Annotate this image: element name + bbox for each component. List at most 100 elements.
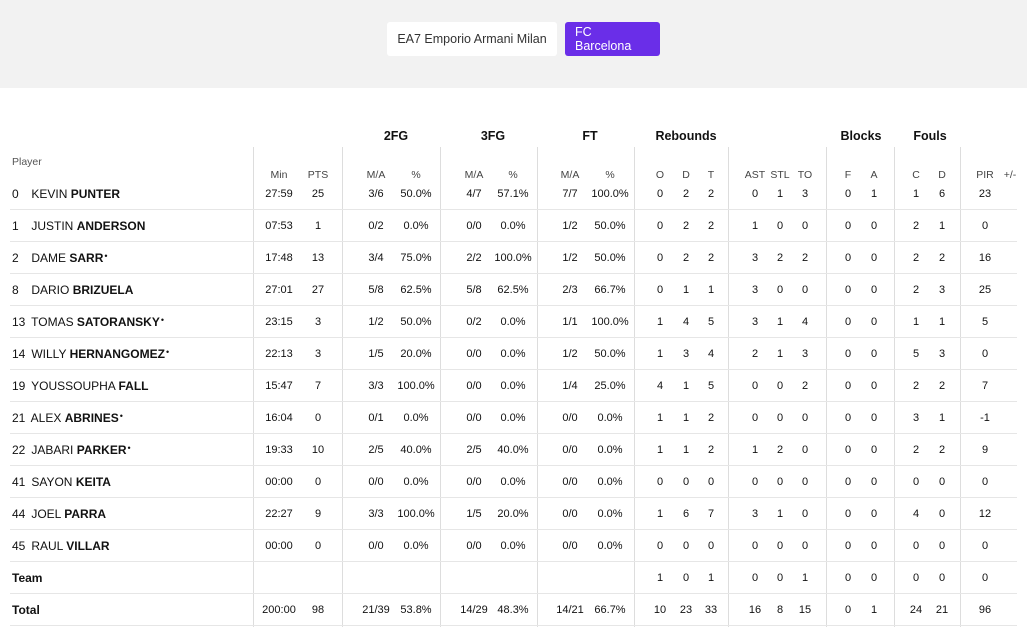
stat-fg2-pct: 62.5%	[400, 284, 432, 296]
player-row[interactable]: 19 YOUSSOUPHA FALL 15:47 7 3/3 100.0% 0/0 0.0%…	[0, 370, 1027, 402]
stat-pts: 98	[311, 604, 325, 616]
player-number: 45	[12, 539, 26, 553]
stat-blk-f: 0	[844, 316, 852, 328]
stat-t: 0	[707, 476, 715, 488]
player-row[interactable]: 44 JOEL PARRA 22:27 9 3/3 100.0% 1/5 20.0% 0/0 0…	[0, 498, 1027, 530]
player-name[interactable]: 41 SAYON KEITA	[12, 475, 111, 489]
player-row[interactable]: 45 RAUL VILLAR 00:00 0 0/0 0.0% 0/0 0.0% 0/0 0.0…	[0, 530, 1027, 562]
player-row[interactable]: 13 TOMAS SATORANSKY• 23:15 3 1/2 50.0% 0/2 0.0…	[0, 306, 1027, 338]
tab-fc-barcelona[interactable]: FC Barcelona	[565, 22, 660, 56]
stat-ast: 0	[751, 540, 759, 552]
player-name[interactable]: 22 JABARI PARKER•	[12, 443, 131, 457]
player-row[interactable]: 0 KEVIN PUNTER 27:59 25 3/6 50.0% 4/7 57.1% 7/7…	[0, 178, 1027, 210]
header-stl: STL	[770, 169, 790, 181]
player-first-name: KEVIN	[31, 187, 68, 201]
stat-foul-d: 0	[938, 572, 946, 584]
player-last-name: SARR	[69, 251, 104, 265]
stat-stl: 0	[776, 540, 784, 552]
player-first-name: ALEX	[30, 411, 62, 425]
stat-ft-pct: 0.0%	[597, 412, 623, 424]
player-row[interactable]: 22 JABARI PARKER• 19:33 10 2/5 40.0% 2/5 40.0%…	[0, 434, 1027, 466]
stat-blk-a: 0	[870, 572, 878, 584]
stat-o: 1	[656, 508, 664, 520]
player-row[interactable]: 1 JUSTIN ANDERSON 07:53 1 0/2 0.0% 0/0 0.0% 1/2…	[0, 210, 1027, 242]
player-first-name: DAME	[31, 251, 67, 265]
player-name[interactable]: 21 ALEX ABRINES•	[12, 411, 123, 425]
stat-fg2-ma: 1/5	[368, 348, 384, 360]
stat-stl: 1	[776, 348, 784, 360]
column-divider	[253, 147, 254, 627]
stat-fg3-ma: 0/0	[466, 220, 482, 232]
row-divider	[10, 369, 1017, 370]
stat-ast: 3	[751, 284, 759, 296]
stat-foul-d: 1	[938, 412, 946, 424]
stat-stl: 1	[776, 188, 784, 200]
stat-o: 0	[656, 252, 664, 264]
stat-ft-ma: 1/2	[562, 252, 578, 264]
stat-fg3-pct: 62.5%	[497, 284, 529, 296]
stat-fg3-ma: 0/0	[466, 348, 482, 360]
stat-pir: -1	[980, 412, 990, 424]
player-name[interactable]: 19 YOUSSOUPHA FALL	[12, 379, 149, 393]
player-row[interactable]: 8 DARIO BRIZUELA 27:01 27 5/8 62.5% 5/8 62.5% 2…	[0, 274, 1027, 306]
player-name[interactable]: 13 TOMAS SATORANSKY•	[12, 315, 164, 329]
stat-t: 5	[707, 316, 715, 328]
stat-foul-d: 0	[938, 508, 946, 520]
stat-blk-a: 0	[870, 540, 878, 552]
stat-fg2-pct: 0.0%	[403, 220, 429, 232]
stat-t: 2	[707, 444, 715, 456]
stat-t: 2	[707, 188, 715, 200]
player-name[interactable]: 45 RAUL VILLAR	[12, 539, 110, 553]
player-name[interactable]: 2 DAME SARR•	[12, 251, 108, 265]
player-last-name: PUNTER	[70, 187, 121, 201]
stat-blk-a: 1	[870, 188, 878, 200]
stat-pts: 13	[311, 252, 325, 264]
player-name[interactable]: 1 JUSTIN ANDERSON	[12, 219, 145, 233]
player-row[interactable]: 2 DAME SARR• 17:48 13 3/4 75.0% 2/2 100.0% 1/2 5…	[0, 242, 1027, 274]
stat-ft-pct: 0.0%	[597, 476, 623, 488]
stat-to: 0	[801, 444, 809, 456]
stat-to: 0	[801, 220, 809, 232]
stat-o: 10	[653, 604, 667, 616]
stat-to: 0	[801, 540, 809, 552]
tab-ea7-emporio-armani-milan[interactable]: EA7 Emporio Armani Milan	[387, 22, 557, 56]
stat-to: 4	[801, 316, 809, 328]
stat-foul-d: 1	[938, 316, 946, 328]
stat-blk-f: 0	[844, 380, 852, 392]
player-name[interactable]: 0 KEVIN PUNTER	[12, 187, 120, 201]
stat-fg3-pct: 0.0%	[500, 412, 526, 424]
stat-o: 4	[656, 380, 664, 392]
player-row[interactable]: 14 WILLY HERNANGOMEZ• 22:13 3 1/5 20.0% 0/0 0.…	[0, 338, 1027, 370]
stat-foul-d: 0	[938, 476, 946, 488]
stat-t: 33	[704, 604, 718, 616]
player-row[interactable]: 41 SAYON KEITA 00:00 0 0/0 0.0% 0/0 0.0% 0/0 0.0…	[0, 466, 1027, 498]
stat-o: 0	[656, 188, 664, 200]
player-first-name: YOUSSOUPHA	[31, 379, 116, 393]
player-name[interactable]: 14 WILLY HERNANGOMEZ•	[12, 347, 169, 361]
stat-stl: 0	[776, 412, 784, 424]
header-to: TO	[797, 169, 813, 181]
stat-blk-a: 0	[870, 380, 878, 392]
player-last-name: VILLAR	[66, 539, 110, 553]
stat-to: 0	[801, 412, 809, 424]
player-row[interactable]: 21 ALEX ABRINES• 16:04 0 0/1 0.0% 0/0 0.0% 0/0 0…	[0, 402, 1027, 434]
player-name[interactable]: 44 JOEL PARRA	[12, 507, 106, 521]
player-name[interactable]: 8 DARIO BRIZUELA	[12, 283, 133, 297]
stat-min: 16:04	[265, 412, 293, 424]
stat-ft-pct: 100.0%	[591, 316, 629, 328]
stat-o: 0	[656, 284, 664, 296]
stat-fg2-pct: 20.0%	[400, 348, 432, 360]
stat-d: 1	[682, 412, 690, 424]
stat-d: 4	[682, 316, 690, 328]
stat-t: 2	[707, 412, 715, 424]
stat-d: 0	[682, 540, 690, 552]
stat-ft-ma: 1/2	[562, 348, 578, 360]
player-first-name: SAYON	[31, 475, 73, 489]
header-2fg-ma: M/A	[366, 169, 386, 181]
stat-pir: 0	[981, 540, 989, 552]
stat-blk-f: 0	[844, 476, 852, 488]
header-3fg: 3FG	[480, 129, 506, 143]
stat-min: 17:48	[265, 252, 293, 264]
stat-foul-d: 0	[938, 540, 946, 552]
stat-pts: 9	[314, 508, 322, 520]
